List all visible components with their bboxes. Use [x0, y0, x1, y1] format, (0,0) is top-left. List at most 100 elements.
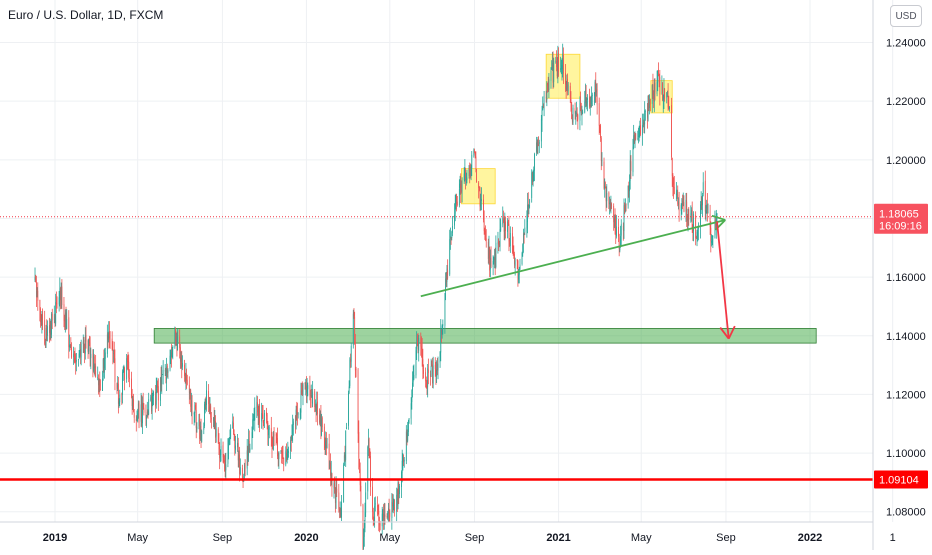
- candle-body: [598, 103, 600, 126]
- candle-body: [98, 380, 100, 386]
- candle-body: [227, 447, 229, 464]
- candle-body: [321, 417, 323, 428]
- candle-body: [614, 218, 616, 227]
- candle-body: [436, 369, 438, 376]
- candle-body: [315, 405, 317, 411]
- candle-body: [80, 343, 82, 358]
- candle-body: [518, 274, 520, 280]
- candle-body: [392, 502, 393, 506]
- candle-body: [224, 462, 226, 469]
- candle-body: [36, 281, 37, 297]
- candle-body: [463, 173, 465, 181]
- candle-body: [266, 415, 268, 425]
- candle-body: [137, 404, 139, 412]
- candle-body: [92, 353, 94, 370]
- candle-body: [301, 389, 303, 394]
- candle-body: [310, 393, 312, 396]
- candle-body: [131, 396, 133, 407]
- candle-body: [560, 68, 562, 70]
- candle-body: [478, 182, 480, 188]
- candle-body: [526, 220, 528, 229]
- candle-body: [299, 413, 301, 415]
- candle-body: [716, 213, 718, 216]
- candle-body: [277, 455, 279, 459]
- candle-body: [529, 199, 531, 204]
- candle-body: [280, 450, 282, 452]
- candle-body: [620, 224, 622, 236]
- candle-body: [663, 87, 665, 99]
- candle-body: [45, 328, 47, 346]
- candle-body: [691, 209, 693, 229]
- candle-body: [407, 432, 409, 441]
- candle-body: [228, 440, 229, 449]
- candle-body: [264, 413, 265, 422]
- candle-body: [51, 313, 52, 335]
- candle-body: [706, 204, 708, 209]
- candle-body: [442, 324, 444, 326]
- candle-body: [146, 411, 148, 416]
- candle-body: [406, 432, 408, 442]
- candle-body: [350, 358, 351, 363]
- candle-body: [595, 82, 597, 91]
- candle-body: [239, 467, 241, 475]
- y-tick-label: 1.16000: [886, 272, 926, 284]
- candle-body: [702, 195, 703, 206]
- candle-body: [326, 439, 327, 449]
- candle-body: [447, 270, 449, 276]
- candle-body: [340, 509, 342, 517]
- candle-body: [343, 464, 345, 502]
- candle-body: [326, 445, 328, 448]
- candle-body: [360, 485, 362, 504]
- candle-body: [523, 233, 525, 235]
- candle-body: [41, 314, 43, 326]
- candle-body: [403, 459, 405, 462]
- candle-body: [188, 384, 190, 393]
- candle-body: [297, 413, 299, 415]
- candle-body: [439, 351, 441, 363]
- candle-body: [618, 237, 620, 249]
- current-price-label: 1.18065: [879, 209, 919, 221]
- candle-body: [468, 168, 470, 176]
- candle-body: [638, 135, 639, 137]
- candle-body: [606, 192, 608, 201]
- support-price-label: 1.09104: [879, 474, 919, 486]
- candle-body: [58, 297, 60, 305]
- candle-body: [647, 95, 649, 119]
- candle-body: [209, 406, 211, 411]
- candle-body: [372, 511, 374, 521]
- candle-body: [307, 385, 309, 390]
- candle-body: [374, 505, 376, 523]
- annotation-zones: [153, 53, 817, 344]
- candle-body: [345, 427, 347, 430]
- candle-body: [441, 329, 442, 334]
- candle-body: [503, 218, 504, 223]
- candle-body: [368, 439, 369, 449]
- candle-body: [37, 290, 39, 301]
- candle-body: [145, 414, 147, 419]
- candle-body: [362, 504, 364, 549]
- candle-body: [685, 200, 687, 212]
- candle-body: [450, 236, 451, 239]
- candle-body: [445, 278, 446, 292]
- currency-button[interactable]: USD: [890, 5, 922, 27]
- candle-body: [446, 268, 448, 282]
- candle-body: [46, 327, 48, 335]
- candle-body: [522, 244, 524, 255]
- candle-body: [512, 233, 513, 248]
- candle-body: [455, 196, 457, 205]
- candle-body: [659, 77, 661, 95]
- candle-body: [715, 214, 717, 228]
- countdown-label: 16:09:16: [879, 221, 922, 233]
- candle-body: [456, 201, 458, 206]
- drawing-arrows: [420, 214, 736, 340]
- candle-body: [611, 204, 613, 206]
- y-tick-label: 1.10000: [886, 448, 926, 460]
- candle-body: [88, 339, 90, 352]
- candle-body: [146, 417, 148, 419]
- candle-body: [162, 374, 163, 375]
- candle-body: [632, 146, 634, 173]
- candle-body: [688, 209, 690, 220]
- candle-body: [358, 432, 360, 458]
